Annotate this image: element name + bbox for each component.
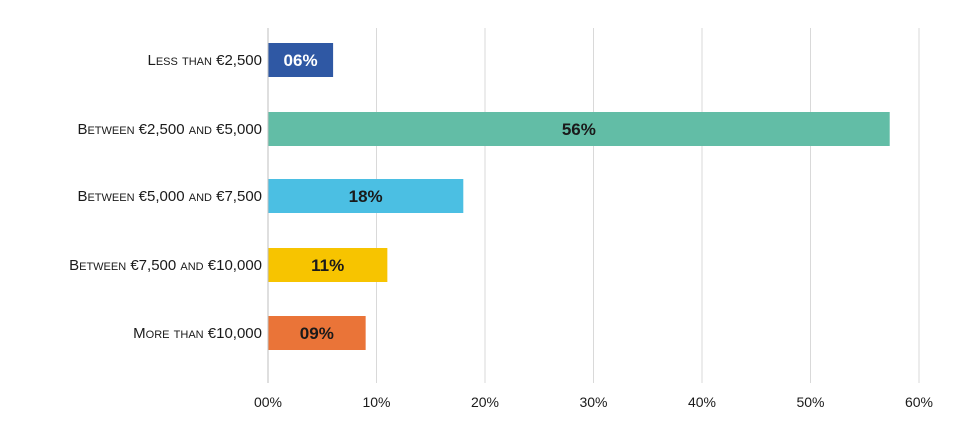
bar bbox=[268, 316, 366, 350]
x-tick-label: 30% bbox=[579, 394, 607, 410]
category-labels: Less than €2,500 Between €2,500 and €5,00… bbox=[69, 52, 262, 342]
bar-data-label: 06% bbox=[284, 51, 318, 70]
category-label: Between €5,000 and €7,500 bbox=[77, 188, 262, 205]
bar-data-label: 18% bbox=[349, 187, 383, 206]
x-tick-label: 40% bbox=[688, 394, 716, 410]
bar bbox=[268, 179, 464, 213]
x-axis-tick-labels: 00% 10% 20% 30% 40% 50% 60% bbox=[254, 394, 933, 410]
gridlines bbox=[376, 28, 920, 383]
bar-data-label: 11% bbox=[311, 256, 344, 275]
x-tick-label: 60% bbox=[905, 394, 933, 410]
x-tick-label: 10% bbox=[362, 394, 390, 410]
bar bbox=[268, 112, 890, 146]
bar-data-label: 56% bbox=[562, 120, 596, 139]
category-label: Between €2,500 and €5,000 bbox=[77, 121, 262, 138]
x-tick-label: 00% bbox=[254, 394, 282, 410]
category-label: More than €10,000 bbox=[133, 325, 262, 342]
category-label: Less than €2,500 bbox=[147, 52, 262, 69]
bar bbox=[268, 248, 388, 282]
bars: 06% 56% 18% 11% 09% bbox=[268, 43, 890, 350]
x-tick-label: 50% bbox=[796, 394, 824, 410]
bar bbox=[268, 43, 334, 77]
category-label: Between €7,500 and €10,000 bbox=[69, 257, 262, 274]
bar-data-label: 09% bbox=[300, 324, 334, 343]
x-tick-label: 20% bbox=[471, 394, 499, 410]
